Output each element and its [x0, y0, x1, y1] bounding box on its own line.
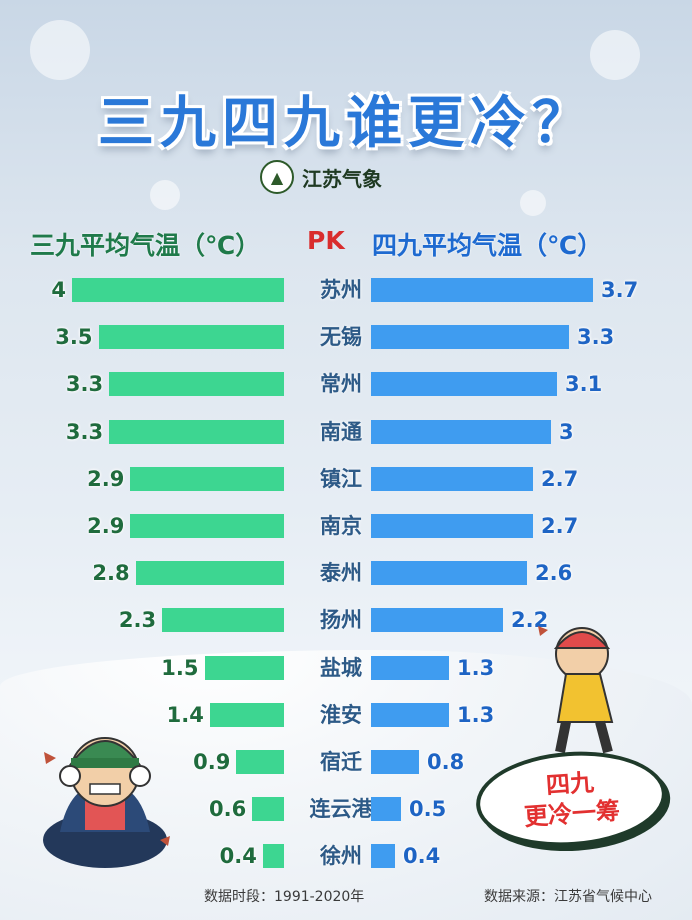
value-label-sijiu: 0.5: [409, 797, 447, 821]
bar-sijiu: [371, 844, 395, 868]
city-label: 宿迁: [320, 750, 362, 774]
bar-sijiu: [371, 420, 551, 444]
city-label: 南通: [320, 420, 362, 444]
bar-sanjiu: [209, 703, 284, 727]
city-label: 镇江: [320, 467, 362, 491]
city-label: 南京: [320, 514, 362, 538]
brand-name: 江苏气象: [302, 166, 382, 191]
bar-sijiu: [371, 656, 449, 680]
bar-sanjiu: [130, 467, 284, 491]
city-label: 苏州: [320, 278, 362, 302]
city-label: 常州: [320, 372, 362, 396]
value-label-sanjiu: 0.9: [193, 750, 231, 774]
bar-sijiu: [371, 514, 533, 538]
bar-sijiu: [371, 561, 527, 585]
city-label: 扬州: [320, 608, 362, 632]
value-label-sanjiu: 1.5: [161, 656, 199, 680]
snowflake-decoration: [30, 20, 90, 80]
value-label-sijiu: 3.3: [577, 325, 615, 349]
value-label-sanjiu: 2.9: [87, 514, 125, 538]
value-label-sanjiu: 2.9: [87, 467, 125, 491]
city-label: 泰州: [320, 561, 362, 585]
bar-sijiu: [371, 467, 533, 491]
bar-sanjiu: [236, 750, 284, 774]
snowflake-decoration: [590, 30, 640, 80]
snowflake-decoration: [150, 180, 180, 210]
data-period-note: 数据时段：1991-2020年: [204, 889, 365, 905]
value-label-sanjiu: 4: [51, 278, 66, 302]
bar-sijiu: [371, 325, 569, 349]
pk-label: PK: [307, 226, 345, 255]
value-label-sijiu: 3: [559, 420, 574, 444]
bar-sijiu: [371, 797, 401, 821]
bar-sanjiu: [98, 325, 284, 349]
bar-sanjiu: [135, 561, 284, 585]
bar-sanjiu: [262, 844, 284, 868]
cold-character-illustration: [43, 737, 170, 868]
bar-sanjiu: [130, 514, 284, 538]
brand: ▲ 江苏气象: [260, 160, 382, 194]
value-label-sijiu: 2.7: [541, 467, 579, 491]
bar-sanjiu: [109, 420, 284, 444]
left-series-header: 三九平均气温（℃）: [30, 231, 261, 260]
city-label: 淮安: [320, 703, 362, 727]
value-label-sanjiu: 3.3: [65, 420, 104, 444]
value-label-sijiu: 3.1: [565, 372, 603, 396]
value-label-sijiu: 0.8: [427, 750, 465, 774]
bar-sanjiu: [252, 797, 284, 821]
bar-sijiu: [371, 608, 503, 632]
right-series-header: 四九平均气温（℃）: [372, 231, 603, 260]
value-label-sanjiu: 3.3: [65, 372, 104, 396]
value-label-sanjiu: 3.5: [55, 325, 93, 349]
bar-sijiu: [371, 750, 419, 774]
value-label-sanjiu: 1.4: [166, 703, 204, 727]
bar-sijiu: [371, 372, 557, 396]
shivering-character-illustration: [538, 626, 614, 754]
value-label-sanjiu: 2.3: [118, 608, 157, 632]
value-label-sijiu: 2.7: [541, 514, 579, 538]
bar-sanjiu: [109, 372, 284, 396]
page-title: 三九四九谁更冷？: [98, 91, 594, 156]
city-label: 无锡: [320, 325, 362, 349]
bar-sijiu: [371, 703, 449, 727]
value-label-sanjiu: 0.6: [209, 797, 247, 821]
value-label-sijiu: 0.4: [403, 844, 441, 868]
bar-sanjiu: [204, 656, 284, 680]
city-label: 徐州: [320, 844, 362, 868]
value-label-sijiu: 3.7: [601, 278, 639, 302]
snowflake-decoration: [520, 190, 546, 216]
value-label-sanjiu: 2.8: [92, 561, 130, 585]
badge-line1: 四九: [545, 768, 595, 800]
value-label-sijiu: 1.3: [457, 656, 495, 680]
bar-sijiu: [371, 278, 593, 302]
bar-sanjiu: [72, 278, 284, 302]
city-label: 盐城: [320, 656, 362, 680]
badge-line2: 更冷一筹: [523, 796, 621, 832]
value-label-sijiu: 1.3: [457, 703, 495, 727]
city-label: 连云港: [309, 797, 373, 821]
weather-bureau-logo-icon: ▲: [260, 160, 294, 194]
bar-sanjiu: [162, 608, 284, 632]
value-label-sijiu: 2.6: [535, 561, 573, 585]
value-label-sanjiu: 0.4: [219, 844, 257, 868]
data-source-note: 数据来源：江苏省气候中心: [484, 889, 652, 905]
